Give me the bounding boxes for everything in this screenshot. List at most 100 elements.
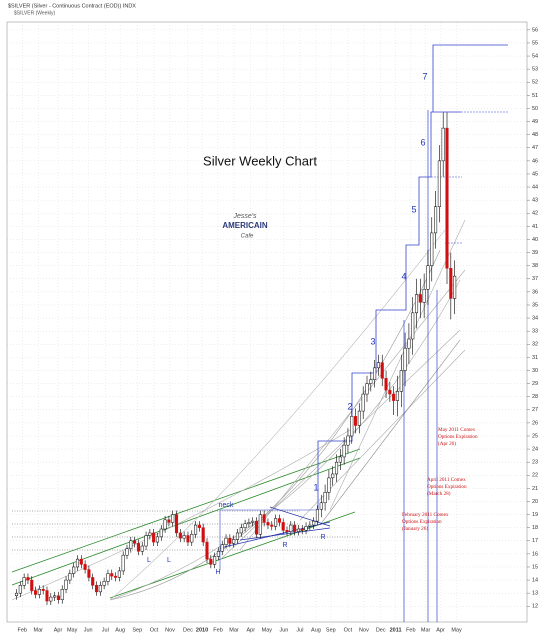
y-tick-label: 54 bbox=[532, 54, 538, 60]
x-tick-label: Mar bbox=[421, 627, 431, 633]
y-tick-label: 52 bbox=[532, 80, 538, 86]
y-tick-label: 55 bbox=[532, 40, 538, 46]
y-tick-label: 27 bbox=[532, 407, 538, 413]
candle-body bbox=[437, 160, 441, 207]
y-tick-label: 44 bbox=[532, 185, 538, 191]
x-tick-label: Feb bbox=[213, 627, 222, 633]
x-tick-label: Aug bbox=[311, 627, 321, 633]
x-tick-label: May bbox=[67, 627, 78, 633]
candle-body bbox=[18, 585, 22, 594]
y-tick-label: 38 bbox=[532, 263, 538, 269]
candle-body bbox=[334, 461, 339, 475]
y-tick-label: 35 bbox=[532, 302, 538, 308]
y-tick-label: 26 bbox=[532, 420, 538, 426]
y-tick-label: 24 bbox=[532, 447, 538, 453]
expiration-note: Options Expiration bbox=[438, 434, 478, 440]
candle-body bbox=[430, 232, 434, 266]
pattern-label: L bbox=[147, 557, 151, 564]
pattern-label: L bbox=[167, 557, 171, 564]
candle-body bbox=[392, 393, 396, 401]
x-tick-label: Apr bbox=[247, 627, 256, 633]
x-tick-label: Dec bbox=[376, 627, 386, 633]
y-tick-label: 30 bbox=[532, 368, 538, 374]
candle-body bbox=[87, 569, 91, 578]
logo-text: AMERICAIN bbox=[222, 221, 268, 230]
y-tick-label: 43 bbox=[532, 198, 538, 204]
candle-body bbox=[338, 456, 342, 463]
logo-text: Cafe bbox=[241, 234, 254, 240]
candle-body bbox=[117, 570, 121, 578]
candle-body bbox=[422, 288, 426, 303]
candle-body bbox=[37, 588, 41, 595]
expiration-note: (Apr 26) bbox=[438, 440, 456, 447]
candle-body bbox=[319, 502, 323, 510]
x-tick-label: Sep bbox=[132, 627, 142, 633]
candle-body bbox=[312, 520, 316, 526]
expiration-note: Options Expiration bbox=[427, 484, 467, 490]
candle-body bbox=[277, 518, 281, 523]
header-line: $SILVER (Weekly) bbox=[14, 10, 56, 16]
x-tick-label: Mar bbox=[33, 627, 43, 633]
candle-body bbox=[167, 519, 171, 523]
x-tick-label: Dec bbox=[183, 627, 193, 633]
candle-body bbox=[94, 585, 99, 593]
candle-body bbox=[114, 575, 118, 578]
y-tick-label: 14 bbox=[532, 578, 538, 584]
candle-body bbox=[129, 540, 133, 549]
candle-body bbox=[125, 548, 129, 556]
y-tick-label: 46 bbox=[532, 158, 538, 164]
y-tick-label: 34 bbox=[532, 316, 538, 322]
y-tick-label: 50 bbox=[532, 106, 538, 112]
candle-body bbox=[239, 527, 243, 534]
pattern-label: H bbox=[215, 569, 220, 576]
y-tick-label: 39 bbox=[532, 250, 538, 256]
candle-body bbox=[91, 577, 95, 586]
y-tick-label: 37 bbox=[532, 276, 538, 282]
y-tick-label: 53 bbox=[532, 67, 538, 73]
candle-body bbox=[289, 524, 293, 532]
candle-body bbox=[209, 558, 213, 565]
candle-body bbox=[98, 585, 102, 593]
candle-body bbox=[407, 338, 411, 349]
candle-body bbox=[34, 590, 38, 595]
candle-body bbox=[254, 520, 259, 535]
candle-body bbox=[224, 537, 228, 545]
candle-body bbox=[361, 393, 365, 412]
candle-body bbox=[205, 541, 209, 560]
x-tick-label: Jun bbox=[84, 627, 93, 633]
candle-body bbox=[418, 294, 422, 303]
candle-body bbox=[102, 581, 106, 586]
candle-body bbox=[182, 535, 186, 539]
candle-body bbox=[79, 558, 83, 565]
candle-body bbox=[72, 566, 76, 574]
candle-body bbox=[197, 524, 201, 528]
expiration-note: Options Expiration bbox=[402, 519, 442, 525]
y-tick-label: 16 bbox=[532, 551, 538, 557]
wave-label: 1 bbox=[313, 482, 318, 492]
candle-body bbox=[323, 492, 327, 504]
candle-body bbox=[411, 312, 415, 340]
y-tick-label: 47 bbox=[532, 145, 538, 151]
candle-body bbox=[228, 537, 232, 544]
candle-body bbox=[14, 592, 19, 597]
candle-body bbox=[136, 543, 140, 552]
candle-body bbox=[266, 522, 270, 526]
y-tick-label: 21 bbox=[532, 486, 538, 492]
candle-body bbox=[232, 539, 236, 544]
candle-body bbox=[247, 522, 251, 524]
candle-body bbox=[434, 206, 438, 234]
x-tick-label: Feb bbox=[406, 627, 415, 633]
candle-body bbox=[300, 528, 304, 531]
x-tick-label: May bbox=[451, 627, 462, 633]
x-tick-label: Jun bbox=[280, 627, 289, 633]
y-tick-label: 51 bbox=[532, 93, 538, 99]
candle-body bbox=[285, 530, 289, 532]
y-tick-label: 41 bbox=[532, 224, 538, 230]
y-tick-label: 15 bbox=[532, 564, 538, 570]
candle-body bbox=[53, 595, 57, 598]
candle-body bbox=[403, 347, 407, 371]
y-tick-label: 19 bbox=[532, 512, 538, 518]
y-tick-label: 22 bbox=[532, 473, 538, 479]
y-tick-label: 56 bbox=[532, 27, 538, 33]
